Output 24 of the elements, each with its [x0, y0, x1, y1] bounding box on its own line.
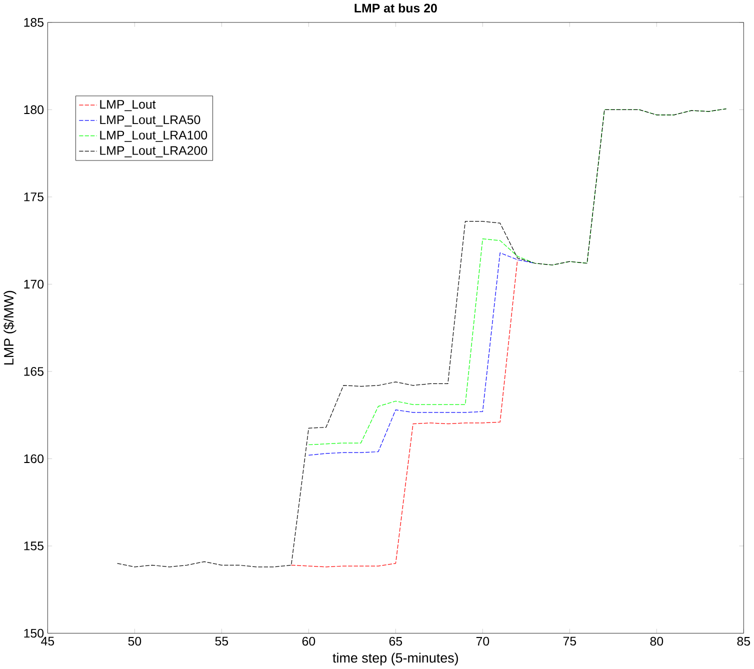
x-tick-label: 55	[215, 636, 228, 646]
x-tick-label: 70	[476, 636, 490, 646]
y-tick-label: 170	[24, 280, 44, 289]
y-tick-label: 180	[24, 105, 44, 114]
chart-title: LMP at bus 20	[354, 4, 437, 13]
y-tick-label: 185	[24, 18, 44, 27]
legend-label: LMP_Lout_LRA200	[100, 146, 208, 158]
x-tick-label: 80	[650, 636, 664, 646]
y-axis-title: LMP ($/MW)	[3, 291, 16, 365]
x-tick-label: 50	[128, 636, 142, 646]
legend-label: LMP_Lout_LRA50	[100, 115, 200, 127]
x-tick-label: 45	[41, 636, 54, 646]
y-tick-label: 165	[24, 367, 44, 376]
y-tick-label: 175	[24, 192, 44, 202]
x-tick-label: 65	[389, 636, 402, 646]
y-tick-label: 160	[24, 454, 44, 464]
x-tick-label: 75	[563, 636, 576, 646]
y-tick-label: 150	[24, 628, 44, 638]
legend-label: LMP_Lout	[100, 100, 156, 112]
y-tick-label: 155	[24, 542, 44, 550]
legend-label: LMP_Lout_LRA100	[100, 130, 208, 142]
x-axis-title: time step (5-minutes)	[332, 652, 458, 666]
x-tick-label: 60	[302, 636, 316, 646]
x-tick-label: 85	[737, 636, 750, 646]
